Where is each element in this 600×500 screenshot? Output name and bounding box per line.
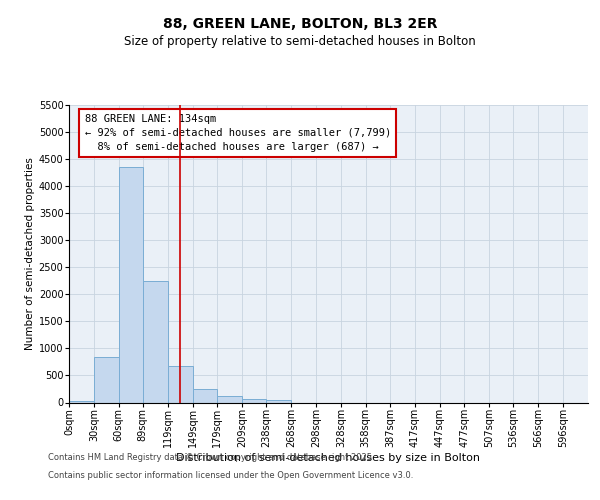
Bar	[266, 400, 291, 402]
Bar	[69, 401, 94, 402]
Text: Contains HM Land Registry data © Crown copyright and database right 2025.: Contains HM Land Registry data © Crown c…	[48, 454, 374, 462]
Text: Size of property relative to semi-detached houses in Bolton: Size of property relative to semi-detach…	[124, 35, 476, 48]
Bar	[94, 356, 119, 403]
Bar	[143, 281, 167, 402]
Y-axis label: Number of semi-detached properties: Number of semi-detached properties	[25, 158, 35, 350]
Text: Contains public sector information licensed under the Open Government Licence v3: Contains public sector information licen…	[48, 471, 413, 480]
Bar	[217, 396, 242, 402]
Text: 88, GREEN LANE, BOLTON, BL3 2ER: 88, GREEN LANE, BOLTON, BL3 2ER	[163, 18, 437, 32]
Bar	[242, 398, 266, 402]
Bar	[193, 389, 217, 402]
Bar	[167, 366, 193, 402]
Bar	[119, 167, 143, 402]
Text: 88 GREEN LANE: 134sqm
← 92% of semi-detached houses are smaller (7,799)
  8% of : 88 GREEN LANE: 134sqm ← 92% of semi-deta…	[85, 114, 391, 152]
X-axis label: Distribution of semi-detached houses by size in Bolton: Distribution of semi-detached houses by …	[176, 453, 481, 463]
